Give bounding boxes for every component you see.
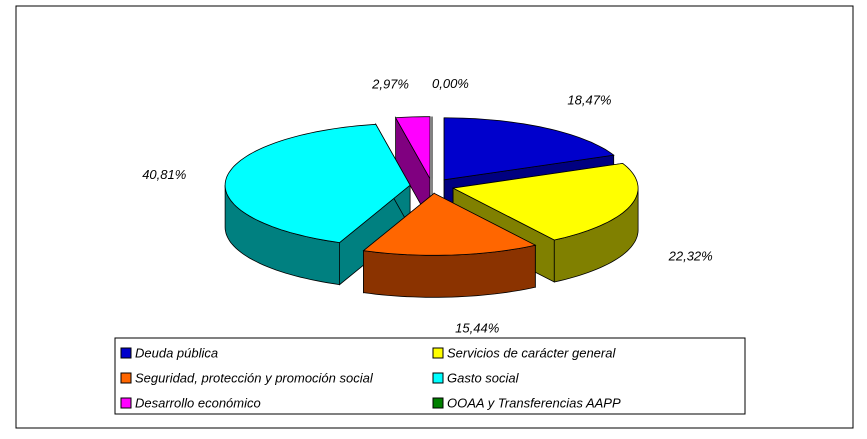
legend-label: Seguridad, protección y promoción social	[135, 370, 374, 385]
pie-slice	[224, 122, 411, 286]
legend-label: Servicios de carácter general	[447, 345, 616, 360]
data-label: 2,97%	[371, 77, 409, 92]
legend-swatch	[120, 347, 132, 359]
slice-top	[394, 116, 431, 181]
data-label: 0,00%	[432, 76, 469, 91]
legend-swatch	[432, 397, 444, 409]
legend-swatch	[120, 397, 132, 409]
legend-label: Desarrollo económico	[135, 395, 261, 410]
legend-swatch	[432, 372, 444, 384]
legend-label: OOAA y Transferencias AAPP	[447, 395, 621, 410]
legend-label: Gasto social	[447, 370, 520, 385]
data-label: 18,47%	[567, 93, 611, 108]
data-label: 40,81%	[142, 167, 186, 182]
data-label: 22,32%	[668, 248, 713, 263]
slice-top	[362, 192, 537, 256]
legend-swatch	[120, 372, 132, 384]
legend-label: Deuda pública	[135, 345, 218, 360]
legend-box	[114, 337, 746, 415]
legend-swatch	[432, 347, 444, 359]
pie-slice	[394, 116, 431, 223]
data-label: 15,44%	[455, 320, 499, 335]
slice-top	[443, 117, 615, 181]
pie-slice	[362, 192, 537, 298]
slice-top	[224, 123, 411, 244]
slice-top	[451, 162, 639, 241]
